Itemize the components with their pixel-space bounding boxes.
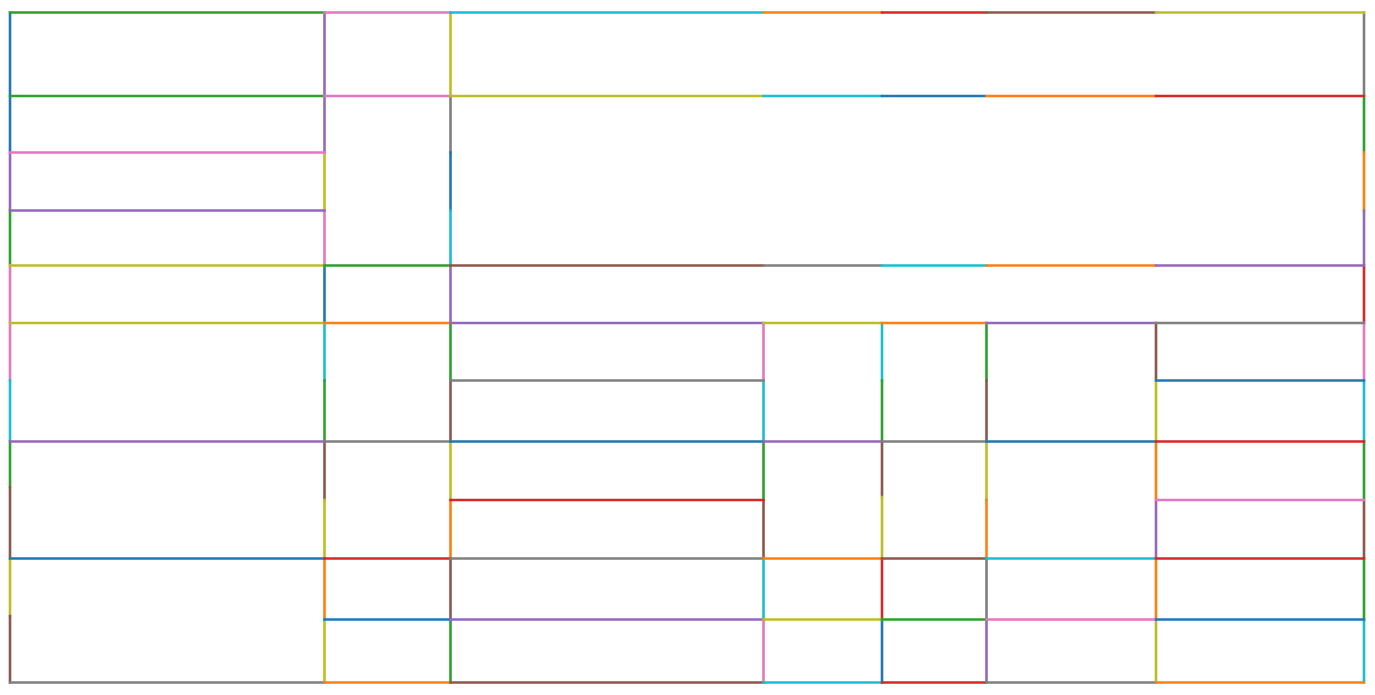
grid-lines-svg	[8, 11, 1366, 684]
mosaic-canvas	[8, 11, 1366, 684]
